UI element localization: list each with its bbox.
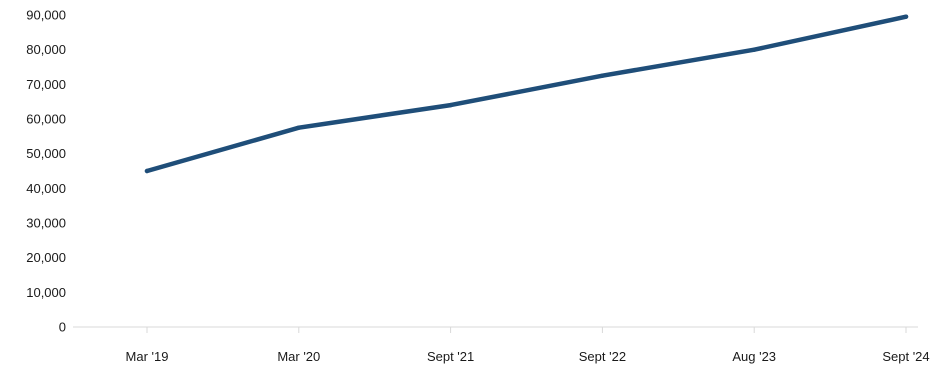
x-axis: Mar '19 Mar '20 Sept '21 Sept '22 Aug '23 Sep… (73, 326, 930, 364)
data-point (296, 125, 301, 130)
x-tick-label: Aug '23 (732, 349, 776, 364)
x-tick-label: Sept '21 (427, 349, 474, 364)
data-point (903, 14, 909, 19)
x-tick-label: Mar '19 (126, 349, 169, 364)
x-tick-label: Mar '20 (277, 349, 320, 364)
y-tick-label: 60,000 (26, 112, 66, 127)
y-tick-label: 10,000 (26, 285, 66, 300)
y-tick-label: 40,000 (26, 181, 66, 196)
data-point (752, 47, 757, 52)
y-tick-label: 80,000 (26, 42, 66, 57)
x-tick-label: Sept '22 (579, 349, 626, 364)
y-tick-label: 0 (59, 320, 66, 335)
data-point (448, 102, 453, 108)
y-axis: 0 10,000 20,000 30,000 40,000 50,000 60,000 70,… (26, 8, 66, 335)
data-point (144, 168, 150, 174)
series-line (144, 14, 909, 174)
x-tick-label: Sept '24 (882, 349, 929, 364)
y-tick-label: 50,000 (26, 146, 66, 161)
data-point (600, 73, 605, 78)
y-tick-label: 20,000 (26, 250, 66, 265)
y-tick-label: 30,000 (26, 216, 66, 231)
y-tick-label: 90,000 (26, 8, 66, 23)
series-area (144, 14, 909, 174)
y-tick-label: 70,000 (26, 77, 66, 92)
